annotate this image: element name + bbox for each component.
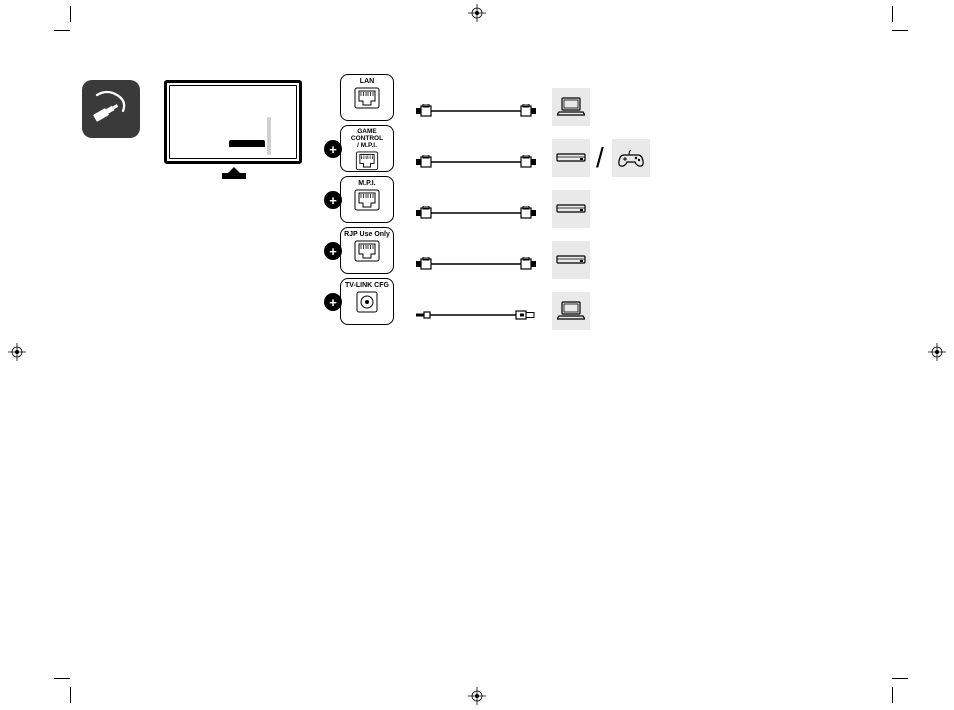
rj45-cable-icon <box>416 104 536 118</box>
rj45-icon <box>354 87 380 109</box>
port-label: GAME CONTROL/ M.P.I. <box>341 128 393 151</box>
rj45-icon <box>354 189 380 211</box>
rj45-icon <box>354 240 380 262</box>
settop-icon <box>552 139 590 177</box>
plus-icon: + <box>324 293 342 311</box>
laptop-icon <box>552 292 590 330</box>
port-tvlink: + TV-LINK CFG <box>340 278 394 325</box>
jack-usb-cable-icon <box>416 308 536 322</box>
port-lan: LAN <box>340 74 394 121</box>
registration-mark-right <box>928 343 946 361</box>
port-label: TV-LINK CFG <box>343 281 391 291</box>
separator-slash: / <box>596 142 604 174</box>
plus-icon: + <box>324 242 342 260</box>
port-mpi: + M.P.I. <box>340 176 394 223</box>
rj45-cable-icon <box>416 206 536 220</box>
gamepad-icon <box>612 139 650 177</box>
cable-rjp <box>416 238 536 289</box>
cable-tvlink <box>416 289 536 340</box>
port-label: M.P.I. <box>356 179 377 189</box>
registration-mark-bottom <box>468 687 486 705</box>
jack-port-icon <box>356 291 378 313</box>
rj45-cable-icon <box>416 257 536 271</box>
port-label: RJP Use Only <box>342 230 392 240</box>
settop-icon <box>552 190 590 228</box>
plus-icon: + <box>324 191 342 209</box>
device-row-tvlink <box>552 285 650 336</box>
cable-category-icon <box>82 80 140 138</box>
registration-mark-left <box>8 343 26 361</box>
cable-lan <box>416 85 536 136</box>
plus-icon: + <box>324 140 342 158</box>
laptop-icon <box>552 88 590 126</box>
devices-column: / <box>552 81 650 336</box>
port-rjp: + RJP Use Only <box>340 227 394 274</box>
cable-mpi <box>416 187 536 238</box>
device-row-rjp <box>552 234 650 285</box>
device-row-lan <box>552 81 650 132</box>
settop-icon <box>552 241 590 279</box>
cable-game-control <box>416 136 536 187</box>
rj45-icon <box>354 151 380 171</box>
port-game-control: + GAME CONTROL/ M.P.I. <box>340 125 394 172</box>
tv-diagram <box>164 80 304 178</box>
ports-column: LAN + GAME CONTROL/ M.P.I. <box>340 74 394 329</box>
cables-column <box>416 85 536 340</box>
device-row-mpi <box>552 183 650 234</box>
rj45-cable-icon <box>416 155 536 169</box>
registration-mark-top <box>468 4 486 22</box>
device-row-game-control: / <box>552 132 650 183</box>
port-label: LAN <box>358 77 376 87</box>
